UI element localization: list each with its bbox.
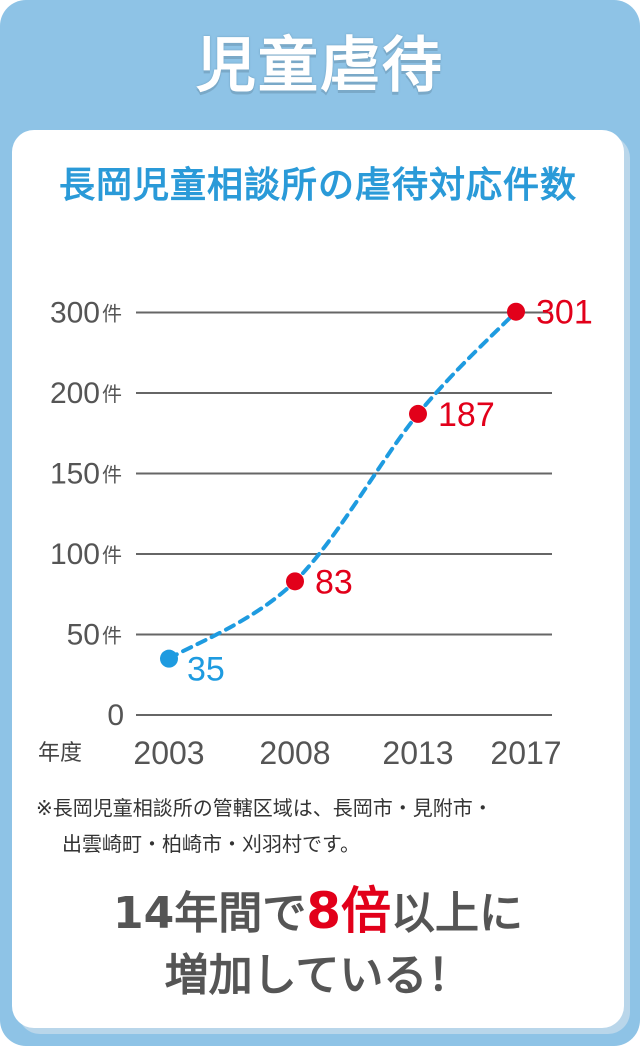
data-point bbox=[160, 649, 178, 668]
x-tick-label: 2013 bbox=[382, 735, 453, 771]
y-tick-label: 300 bbox=[50, 297, 100, 330]
footnote: ※長岡児童相談所の管轄区域は、長岡市・見附市・ 出雲崎町・柏崎市・刈羽村です。 bbox=[36, 790, 616, 862]
x-tick-label: 2003 bbox=[133, 735, 204, 771]
footnote-line-1: ※長岡児童相談所の管轄区域は、長岡市・見附市・ bbox=[36, 796, 493, 820]
data-point bbox=[286, 572, 304, 591]
y-tick-unit: 件 bbox=[102, 382, 122, 406]
conclusion-line-2: 増加している！ bbox=[164, 950, 472, 1001]
y-tick-label: 100 bbox=[50, 538, 100, 571]
series-line bbox=[167, 309, 518, 661]
data-label: 35 bbox=[187, 651, 225, 689]
y-tick-label: 150 bbox=[50, 458, 100, 491]
y-tick-unit: 件 bbox=[102, 543, 122, 567]
footnote-line-2: 出雲崎町・柏崎市・刈羽村です。 bbox=[62, 832, 360, 856]
y-tick-label: 200 bbox=[50, 377, 100, 410]
conclusion: 14年間で8倍以上に 増加している！ bbox=[12, 880, 624, 1007]
chart-panel: 長岡児童相談所の虐待対応件数 0 50 件 100 件 150 件 200 件 300 件年度 200… bbox=[12, 130, 624, 1028]
y-tick-label: 50 bbox=[67, 619, 100, 652]
x-tick-label: 2008 bbox=[259, 735, 330, 771]
chart-title: 長岡児童相談所の虐待対応件数 bbox=[58, 165, 577, 206]
y-tick-label: 0 bbox=[107, 699, 124, 732]
x-tick-label: 2017 bbox=[490, 735, 561, 771]
y-tick-unit: 件 bbox=[102, 463, 122, 487]
y-tick-unit: 件 bbox=[102, 302, 122, 326]
conclusion-part-1: 14年間で bbox=[112, 888, 307, 939]
conclusion-highlight: 8倍 bbox=[306, 882, 392, 940]
y-tick-unit: 件 bbox=[102, 624, 122, 648]
conclusion-part-2: 以上に bbox=[391, 888, 524, 939]
data-label: 187 bbox=[438, 396, 495, 434]
data-point bbox=[507, 302, 525, 321]
data-point bbox=[409, 404, 427, 423]
x-axis-title: 年度 bbox=[38, 741, 82, 766]
data-label: 301 bbox=[536, 294, 593, 332]
banner-title: 児童虐待 bbox=[196, 31, 444, 101]
data-label: 83 bbox=[315, 563, 353, 601]
